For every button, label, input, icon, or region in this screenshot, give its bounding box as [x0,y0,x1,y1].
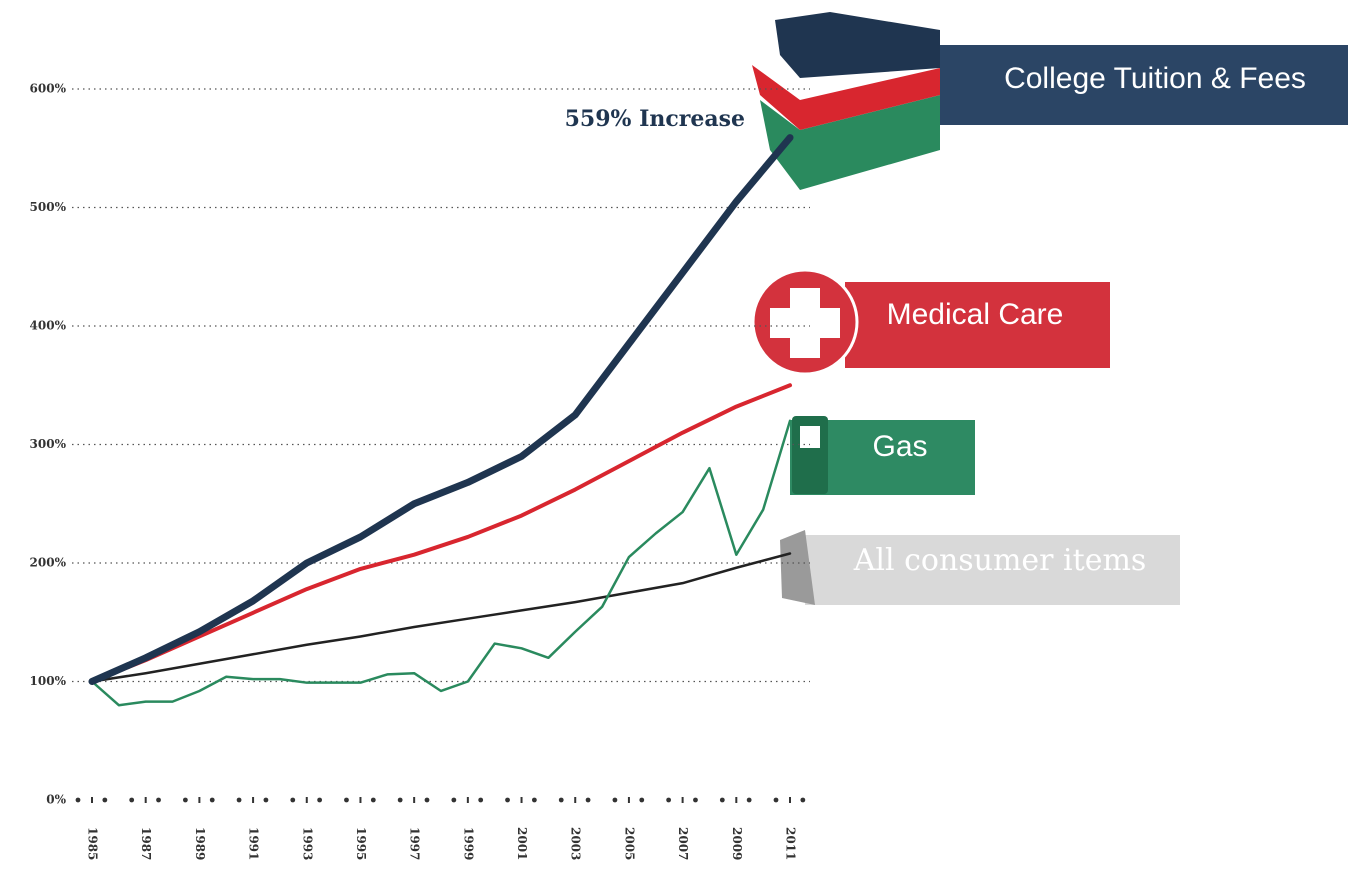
legend-label: College Tuition & Fees [1004,62,1306,95]
line [90,383,792,684]
axis-dot [156,797,161,803]
x-tick-label: 1993 [300,827,314,860]
bag-icon [780,530,815,605]
axis-dot [236,797,242,803]
axis-dot [746,797,752,803]
y-tick-label: 100% [30,674,67,688]
y-tick-label: 0% [46,793,66,807]
legend-label: Gas [872,430,927,463]
x-tick-label: 1989 [193,827,207,860]
y-tick-label: 200% [30,556,67,570]
x-tick-label: 1985 [86,827,100,860]
x-tick-label: 2007 [676,827,690,860]
y-tick-label: 300% [30,437,67,451]
x-tick-label: 2011 [784,827,798,860]
gas-icon [792,416,828,494]
x-tick-label: 1997 [408,827,422,860]
axis-dot [666,797,672,803]
axis-dot [370,797,376,803]
legend-box [805,535,1180,605]
x-tick-label: 2003 [569,827,583,860]
legend-box [845,282,1110,368]
axis-dot [478,797,484,803]
axis-dot [693,797,698,803]
legend-box [940,45,1348,125]
annotation: 559% Increase [565,106,745,132]
x-tick-label: 1995 [354,827,368,860]
axis-dot [773,797,779,803]
x-tick-label: 2009 [730,827,744,860]
legend-label: All consumer items [853,543,1147,578]
axis-dot [424,797,430,803]
line [90,552,792,683]
axis-dot [182,797,188,803]
axis-dot [344,797,349,803]
axis-dot [612,797,618,803]
axis-dot [129,797,135,803]
axis-dot [719,797,725,803]
axis-dot [209,797,215,803]
axis-dot [585,797,591,803]
axis-dot [451,797,457,803]
axis-dot [639,797,645,803]
medical-icon [751,268,859,376]
books-icon [752,12,940,190]
axis-dot [800,797,806,803]
axis-dot [290,797,296,803]
axis-dot [558,797,564,803]
line [88,134,794,685]
x-tick-label: 2005 [622,827,636,860]
x-tick-label: 1999 [461,827,475,860]
x-tick-label: 1987 [139,827,153,860]
line [90,419,792,707]
x-tick-label: 2001 [515,827,529,860]
axis-dot [263,797,269,803]
axis-dot [397,797,403,803]
y-tick-label: 600% [30,82,67,96]
axis-dot [317,797,323,803]
axis-dot [102,797,108,803]
legend-label: Medical Care [887,298,1064,331]
axis-dot [505,797,510,803]
y-tick-label: 400% [30,319,67,333]
x-tick-label: 1991 [247,827,261,860]
axis-dot [531,797,537,803]
axis-dot [75,797,81,803]
y-tick-label: 500% [30,200,67,214]
